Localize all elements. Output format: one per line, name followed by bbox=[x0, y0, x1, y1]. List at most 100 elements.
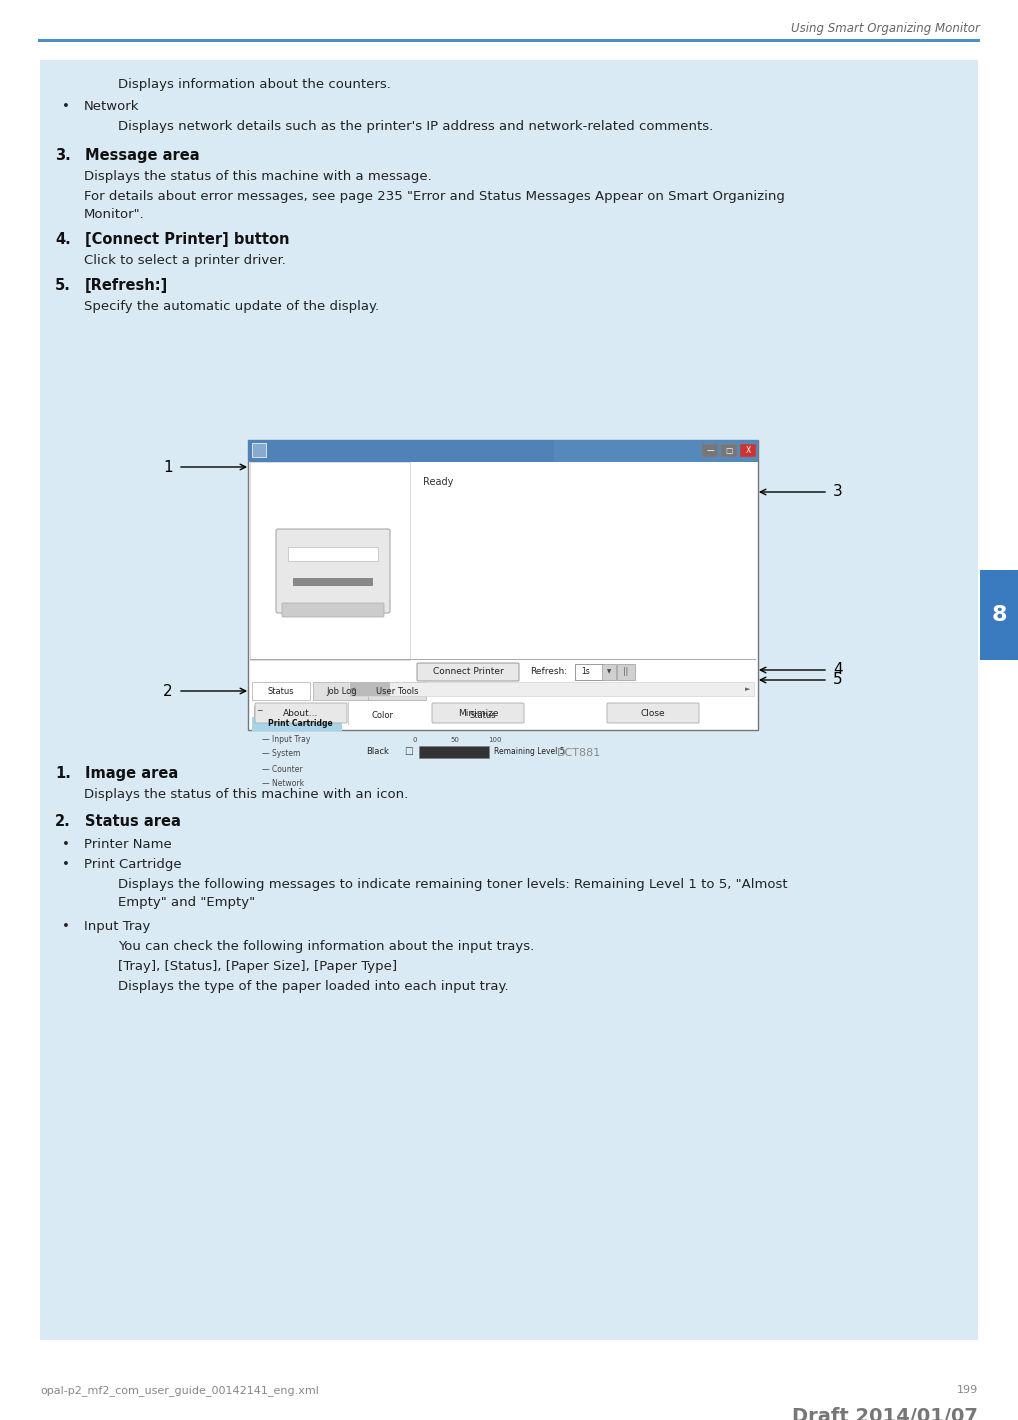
Text: Connect Printer: Connect Printer bbox=[433, 667, 503, 676]
Text: 199: 199 bbox=[957, 1384, 978, 1394]
FancyBboxPatch shape bbox=[607, 703, 699, 723]
Text: 4: 4 bbox=[833, 663, 843, 677]
Text: For details about error messages, see page 235 "Error and Status Messages Appear: For details about error messages, see pa… bbox=[84, 190, 785, 203]
Text: Input Tray: Input Tray bbox=[84, 920, 151, 933]
Bar bbox=[252, 717, 342, 731]
Text: Color: Color bbox=[372, 711, 394, 720]
Text: 2.: 2. bbox=[55, 814, 70, 829]
Text: 50: 50 bbox=[451, 737, 459, 743]
Text: Using Smart Organizing Monitor: Using Smart Organizing Monitor bbox=[791, 21, 980, 36]
Text: 1.: 1. bbox=[55, 765, 71, 781]
Bar bbox=[367, 682, 426, 700]
Text: Print Cartridge: Print Cartridge bbox=[268, 720, 333, 728]
Text: □: □ bbox=[726, 446, 733, 454]
Text: 2: 2 bbox=[163, 683, 173, 699]
Text: Empty" and "Empty": Empty" and "Empty" bbox=[118, 896, 256, 909]
Text: ▼: ▼ bbox=[607, 669, 611, 674]
Text: You can check the following information about the input trays.: You can check the following information … bbox=[118, 940, 534, 953]
Text: Displays information about the counters.: Displays information about the counters. bbox=[118, 78, 391, 91]
Bar bbox=[602, 665, 616, 680]
FancyBboxPatch shape bbox=[432, 703, 524, 723]
Text: 1: 1 bbox=[163, 460, 173, 474]
Text: Printer Name: Printer Name bbox=[84, 838, 172, 851]
Text: 0: 0 bbox=[412, 737, 417, 743]
Text: Displays network details such as the printer's IP address and network-related co: Displays network details such as the pri… bbox=[118, 121, 714, 133]
Text: [Connect Printer] button: [Connect Printer] button bbox=[84, 231, 289, 247]
Bar bbox=[348, 682, 754, 696]
Bar bbox=[288, 547, 378, 561]
Bar bbox=[419, 746, 489, 758]
Text: ☐: ☐ bbox=[404, 747, 413, 757]
Text: User Tools: User Tools bbox=[376, 686, 418, 696]
Bar bbox=[313, 682, 371, 700]
Bar bbox=[254, 706, 264, 716]
Text: •: • bbox=[62, 920, 70, 933]
Text: •: • bbox=[62, 99, 70, 114]
Text: Close: Close bbox=[640, 709, 666, 717]
Bar bbox=[38, 38, 980, 43]
Text: DCT881: DCT881 bbox=[558, 748, 602, 758]
Text: Print Cartridge: Print Cartridge bbox=[84, 858, 181, 870]
Text: — Network: — Network bbox=[262, 780, 304, 788]
Bar bbox=[248, 440, 554, 462]
Text: −: − bbox=[256, 707, 263, 716]
Text: Displays the following messages to indicate remaining toner levels: Remaining Le: Displays the following messages to indic… bbox=[118, 878, 788, 890]
Text: Click to select a printer driver.: Click to select a printer driver. bbox=[84, 254, 286, 267]
Text: 1s: 1s bbox=[581, 667, 590, 676]
Text: Message area: Message area bbox=[84, 148, 200, 163]
Text: 8: 8 bbox=[992, 605, 1007, 625]
Text: ||: || bbox=[623, 667, 629, 676]
Bar bbox=[252, 682, 310, 700]
Bar bbox=[575, 665, 603, 680]
Bar bbox=[250, 462, 756, 660]
FancyBboxPatch shape bbox=[417, 663, 519, 682]
Text: —: — bbox=[706, 446, 714, 454]
Bar bbox=[250, 462, 410, 660]
Text: Network: Network bbox=[84, 99, 139, 114]
Text: •: • bbox=[62, 838, 70, 851]
Text: opal-p2_mf2_com_user_guide_00142141_eng.xml: opal-p2_mf2_com_user_guide_00142141_eng.… bbox=[40, 1384, 319, 1396]
Bar bbox=[252, 443, 266, 457]
Text: 3: 3 bbox=[833, 484, 843, 500]
Bar bbox=[350, 682, 390, 696]
Text: Status: Status bbox=[469, 711, 497, 720]
Text: Ready: Ready bbox=[423, 477, 453, 487]
Text: Displays the status of this machine with an icon.: Displays the status of this machine with… bbox=[84, 788, 408, 801]
Text: Specify the automatic update of the display.: Specify the automatic update of the disp… bbox=[84, 300, 379, 312]
Text: Image area: Image area bbox=[84, 765, 178, 781]
Text: [Tray], [Status], [Paper Size], [Paper Type]: [Tray], [Status], [Paper Size], [Paper T… bbox=[118, 960, 397, 973]
Text: •: • bbox=[62, 858, 70, 870]
Text: — Input Tray: — Input Tray bbox=[262, 734, 310, 744]
FancyBboxPatch shape bbox=[254, 703, 347, 723]
Text: 5: 5 bbox=[833, 673, 843, 687]
Text: 3.: 3. bbox=[55, 148, 70, 163]
Text: Draft 2014/01/07: Draft 2014/01/07 bbox=[792, 1407, 978, 1420]
Text: 4.: 4. bbox=[55, 231, 70, 247]
FancyBboxPatch shape bbox=[276, 530, 390, 613]
Text: Monitor".: Monitor". bbox=[84, 207, 145, 222]
Bar bbox=[721, 444, 737, 457]
Bar bbox=[617, 665, 635, 680]
Text: Status: Status bbox=[268, 686, 294, 696]
Bar bbox=[248, 440, 758, 730]
Text: X: X bbox=[745, 446, 750, 454]
Text: Black: Black bbox=[366, 747, 390, 757]
Text: Remaining Level 5: Remaining Level 5 bbox=[494, 747, 565, 757]
Text: — System: — System bbox=[262, 750, 300, 758]
Bar bbox=[293, 578, 373, 586]
FancyBboxPatch shape bbox=[282, 604, 384, 618]
Bar bbox=[248, 440, 758, 462]
Text: About...: About... bbox=[283, 709, 319, 717]
Text: Job Log: Job Log bbox=[327, 686, 357, 696]
Text: ◄: ◄ bbox=[350, 686, 355, 692]
Text: 100: 100 bbox=[489, 737, 502, 743]
Bar bbox=[702, 444, 718, 457]
Text: Refresh:: Refresh: bbox=[530, 667, 567, 676]
Text: — Counter: — Counter bbox=[262, 764, 302, 774]
Text: Minimize: Minimize bbox=[458, 709, 498, 717]
Text: ►: ► bbox=[744, 686, 750, 692]
Text: 5.: 5. bbox=[55, 278, 71, 293]
Text: [Refresh:]: [Refresh:] bbox=[84, 278, 168, 293]
Text: Displays the type of the paper loaded into each input tray.: Displays the type of the paper loaded in… bbox=[118, 980, 509, 993]
Text: Displays the status of this machine with a message.: Displays the status of this machine with… bbox=[84, 170, 432, 183]
